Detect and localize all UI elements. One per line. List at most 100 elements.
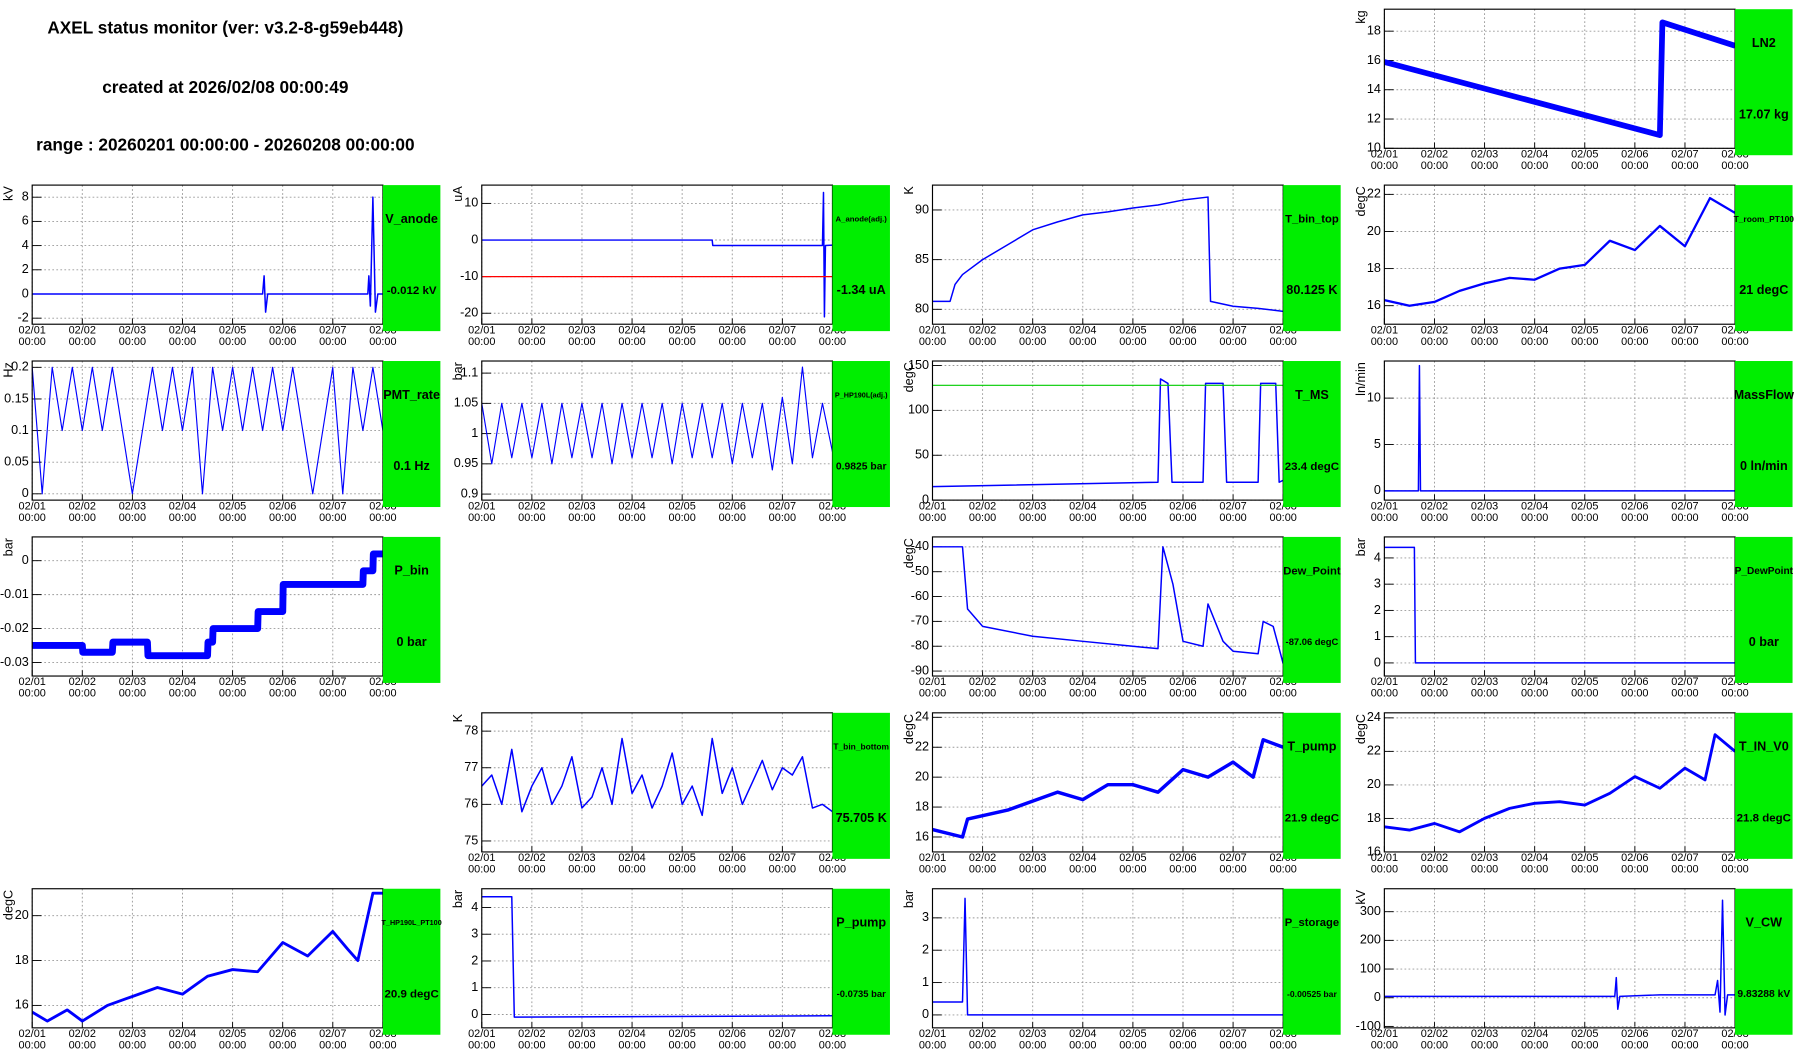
y-tick-label: 10 (1367, 141, 1381, 155)
x-tick-label: 02/04 00:00 (618, 325, 646, 349)
x-tick-label-box: 02/08 00:00 (1270, 853, 1297, 875)
x-tick-label: 02/02 00:00 (68, 677, 96, 701)
x-tick-label-box: 02/04 00:00 (1069, 325, 1096, 347)
x-tick-label: 02/01 00:00 (1370, 677, 1399, 701)
x-tick-label-box: 02/07 00:00 (769, 853, 796, 875)
y-tick-label: 2 (1374, 603, 1381, 617)
x-tick-label: 02/08 00:00 (1721, 149, 1749, 173)
x-tick-label: 02/03 00:00 (118, 325, 147, 349)
x-tick-label: 02/01 00:00 (1370, 325, 1399, 349)
x-tick-label: 02/03 00:00 (118, 1029, 147, 1052)
y-tick-label: 100 (908, 403, 929, 417)
series-line (1384, 19, 1736, 138)
y-tick-label: -0.03 (0, 655, 29, 669)
x-tick-label: 02/03 00:00 (568, 853, 596, 877)
panel: 02/01 00:00 02/02 00:00 02/03 00:00 02/04 0… (902, 358, 1341, 525)
x-tick-label-box: 02/07 00:00 (319, 325, 346, 347)
y-tick-label: 0 (922, 492, 929, 506)
status-reading: 0.1 Hz (393, 459, 430, 473)
x-tick-label-box: 02/03 00:00 (1470, 501, 1499, 525)
plot-area (1384, 888, 1736, 1028)
y-tick-label: 0 (922, 1007, 929, 1021)
x-tick-label: 02/06 00:00 (1169, 677, 1197, 701)
y-tick-label: 16 (915, 829, 929, 843)
x-tick-label: 02/01 00:00 (1370, 149, 1399, 173)
status-reading: 0 bar (1749, 635, 1779, 649)
panel: 02/01 00:00 02/02 00:00 02/03 00:00 02/04 0… (1354, 536, 1794, 701)
panel: 02/01 00:00 02/02 00:00 02/03 00:00 02/04 0… (1354, 8, 1793, 173)
series-line (932, 196, 1284, 313)
x-tick-label-box: 02/02 00:00 (1421, 149, 1448, 171)
x-tick-label-box: 02/03 00:00 (119, 501, 146, 523)
x-tick-label: 02/06 00:00 (718, 1029, 746, 1052)
range: range : 20260201 00:00:00 - 20260208 00:… (36, 135, 414, 155)
x-tick-label-box: 02/01 00:00 (1370, 325, 1399, 349)
x-tick-label: 02/02 00:00 (1420, 325, 1449, 349)
plot-area (481, 888, 833, 1028)
x-tick-label: 02/03 00:00 (1019, 501, 1047, 525)
x-tick-label-box: 02/04 00:00 (1521, 677, 1548, 699)
x-tick-label-box: 02/02 00:00 (69, 501, 96, 523)
x-tick-label: 02/03 00:00 (1470, 501, 1499, 525)
panel: 02/01 00:00 02/02 00:00 02/03 00:00 02/04 0… (2, 360, 441, 525)
x-tick-label-box: 02/08 00:00 (1721, 853, 1748, 875)
x-tick-label-box: 02/05 00:00 (1571, 1029, 1599, 1052)
status-box (382, 888, 441, 1035)
plot-area (481, 712, 833, 852)
series-line (481, 191, 833, 318)
x-tick-label: 02/03 00:00 (568, 501, 596, 525)
x-tick-label-box: 02/05 00:00 (668, 501, 696, 525)
x-tick-label: 02/06 00:00 (1621, 325, 1649, 349)
status-box (832, 888, 890, 1035)
y-axis-label: kV (2, 186, 16, 201)
y-axis-label: degC (902, 538, 916, 568)
y-tick-label: 0.05 (4, 455, 29, 469)
x-tick-label: 02/03 00:00 (1470, 853, 1499, 877)
y-tick-label: 24 (1367, 710, 1381, 724)
y-tick-label: 0.15 (4, 391, 29, 405)
y-tick-label: 5 (1374, 437, 1381, 451)
x-tick-label: 02/07 00:00 (1671, 501, 1699, 525)
y-axis-label: uA (451, 186, 465, 202)
y-tick-label: 18 (1367, 811, 1381, 825)
plot-area (932, 712, 1284, 852)
x-tick-label: 02/06 00:00 (1621, 149, 1649, 173)
x-tick-label: 02/05 00:00 (668, 501, 696, 525)
x-tick-label-box: 02/03 00:00 (1471, 1029, 1498, 1051)
series-line (32, 550, 383, 660)
created-at: created at 2026/02/08 00:00:49 (102, 77, 348, 97)
x-tick-label: 02/01 00:00 (918, 677, 947, 701)
x-tick-label-box: 02/08 00:00 (1270, 1029, 1297, 1051)
x-tick-label: 02/06 00:00 (269, 501, 297, 525)
x-tick-label: 02/02 00:00 (1420, 1029, 1449, 1052)
status-reading: -87.06 degC (1286, 636, 1339, 647)
status-reading: 0.9825 bar (836, 462, 887, 473)
x-tick-label: 02/04 00:00 (1520, 149, 1549, 173)
x-tick-label: 02/05 00:00 (668, 853, 696, 877)
status-name: T_pump (1287, 740, 1336, 754)
x-tick-label-box: 02/06 00:00 (1169, 501, 1196, 523)
x-tick-label: 02/05 00:00 (1571, 1029, 1599, 1052)
x-tick-label: 02/01 00:00 (18, 325, 46, 349)
status-box (832, 361, 890, 508)
x-tick-label-box: 02/07 00:00 (1219, 501, 1246, 523)
x-tick-label: 02/06 00:00 (1169, 325, 1197, 349)
status-reading: 17.07 kg (1739, 107, 1789, 121)
x-tick-label: 02/04 00:00 (1520, 325, 1549, 349)
x-tick-label-box: 02/01 00:00 (468, 325, 495, 347)
x-tick-label-box: 02/06 00:00 (719, 853, 746, 875)
y-tick-label: -0.02 (0, 621, 29, 635)
x-tick-label-box: 02/01 00:00 (19, 501, 46, 523)
x-tick-label: 02/06 00:00 (1169, 1029, 1197, 1052)
status-name: T_bin_top (1285, 214, 1339, 226)
x-tick-label-box: 02/08 00:00 (1270, 677, 1297, 699)
y-tick-label: 0.2 (11, 360, 29, 374)
x-tick-label: 02/05 00:00 (218, 1029, 247, 1052)
x-tick-label: 02/07 00:00 (1219, 1029, 1247, 1052)
x-tick-label: 02/06 00:00 (1621, 1029, 1649, 1052)
x-tick-label: 02/08 00:00 (1721, 677, 1749, 701)
x-tick-label-box: 02/04 00:00 (1520, 149, 1549, 173)
x-tick-label: 02/02 00:00 (968, 677, 997, 701)
status-reading: 9.83288 kV (1737, 989, 1790, 1000)
